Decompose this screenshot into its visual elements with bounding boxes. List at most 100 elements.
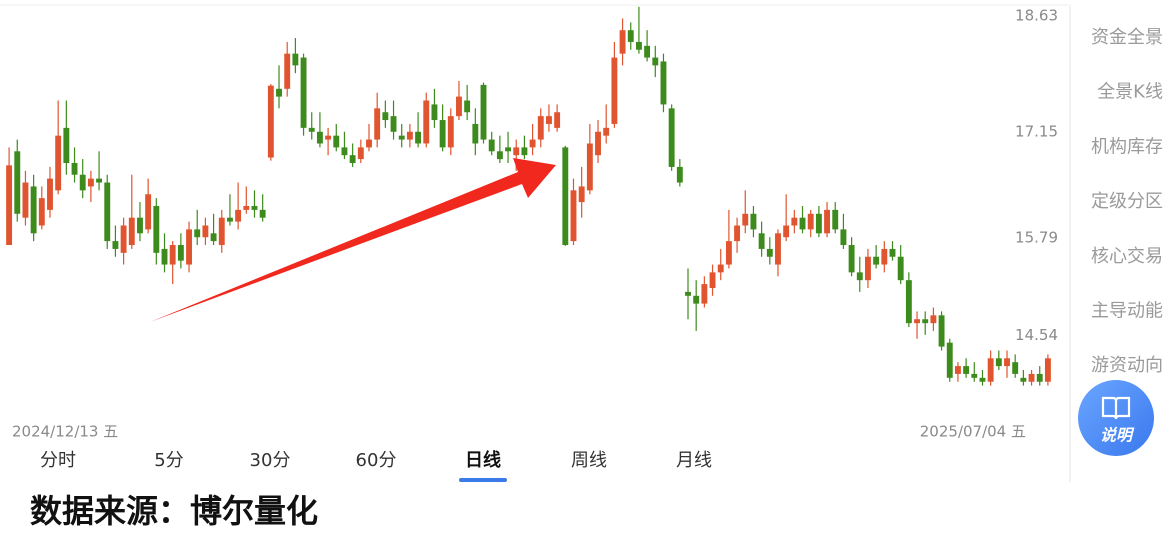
candle-body (382, 112, 389, 121)
sidebar-item[interactable]: 核心交易 (1091, 246, 1163, 267)
candle-body (807, 213, 814, 230)
candle-body (905, 280, 912, 324)
candle-body (775, 233, 781, 265)
candle-body (22, 182, 29, 218)
candle-body (1028, 373, 1035, 382)
candle-body (6, 165, 13, 246)
sidebar-item[interactable]: 游资动向 (1091, 355, 1163, 376)
candle-body (153, 205, 160, 253)
candle-body (333, 135, 340, 148)
candle-body (537, 116, 544, 140)
candle-body (30, 186, 37, 234)
tab[interactable]: 月线 (676, 450, 712, 471)
candle-body (693, 295, 700, 304)
candle-body (578, 186, 585, 203)
sidebar-item[interactable]: 定级分区 (1091, 191, 1163, 212)
candle-body (946, 342, 953, 378)
x-start-label: 2024/12/13 五 (12, 423, 118, 441)
sidebar-item[interactable]: 全景K线 (1097, 82, 1163, 103)
candle-body (652, 57, 659, 66)
tab[interactable]: 分时 (40, 450, 76, 471)
candle-body (987, 358, 994, 382)
candle-body (366, 139, 372, 148)
candle-body (349, 155, 356, 164)
help-label[interactable]: 说明 (1100, 426, 1135, 445)
candle-body (954, 366, 961, 374)
candle-body (145, 194, 152, 230)
candle-body (783, 225, 790, 238)
candle-body (120, 225, 127, 253)
candle-body (897, 256, 904, 281)
candle-body (472, 123, 479, 144)
candle-body (881, 248, 888, 265)
candle-body (341, 147, 348, 156)
candle-body (725, 241, 732, 265)
candle-body (96, 178, 103, 183)
candle-body (325, 135, 332, 140)
book-icon (1101, 396, 1131, 420)
help-button[interactable]: 说明 (1078, 380, 1154, 456)
candle-body (480, 84, 487, 140)
candle-body (374, 108, 381, 140)
tab[interactable]: 周线 (571, 450, 607, 471)
candle-body (717, 264, 724, 273)
candle-body (47, 178, 53, 210)
candle-body (815, 213, 822, 234)
candle-body (603, 127, 610, 136)
candle-body (210, 233, 217, 242)
candle-body (971, 373, 978, 378)
candle-body (840, 229, 847, 246)
sidebar-item[interactable]: 资金全景 (1091, 27, 1163, 48)
candle-body (128, 217, 135, 246)
candle-body (104, 182, 111, 242)
candle-body (938, 315, 945, 347)
y-tick-label: 18.63 (1015, 7, 1058, 25)
candle-body (676, 166, 683, 183)
candle-body (169, 245, 176, 265)
tab[interactable]: 日线 (465, 449, 501, 471)
candle-body (194, 229, 201, 238)
candle-body (161, 248, 168, 265)
tab[interactable]: 30分 (250, 450, 291, 471)
candle-body (554, 112, 561, 128)
candle-body (316, 131, 323, 144)
candle-body (357, 147, 364, 160)
candle-body (439, 120, 446, 148)
candle-body (496, 151, 503, 160)
y-tick-label: 14.54 (1015, 326, 1058, 344)
candle-body (595, 131, 601, 156)
candle-body (856, 272, 863, 281)
candle-body (38, 198, 45, 226)
candle-body (611, 57, 618, 124)
candles (6, 6, 1051, 386)
candle-body (505, 147, 511, 152)
candle-body (930, 315, 937, 324)
candle-body (848, 245, 855, 273)
candle-body (766, 248, 773, 257)
candle-body (701, 284, 708, 304)
candle-body (292, 53, 299, 66)
candle-body (284, 53, 291, 89)
candle-body (1012, 362, 1019, 374)
tab-underline (459, 478, 507, 482)
candle-body (14, 151, 21, 214)
candle-body (619, 30, 626, 54)
tab[interactable]: 5分 (154, 450, 183, 471)
candle-body (660, 61, 667, 105)
candle-body (186, 229, 192, 265)
candle-body (276, 88, 282, 97)
candle-body (300, 57, 307, 128)
candle-body (431, 104, 438, 121)
candle-body (529, 139, 536, 148)
sidebar-item[interactable]: 机构库存 (1091, 136, 1163, 157)
candle-body (824, 209, 831, 234)
tab[interactable]: 60分 (356, 450, 397, 471)
candle-body (235, 209, 242, 222)
sidebar-item[interactable]: 主导动能 (1091, 301, 1163, 322)
x-end-label: 2025/07/04 五 (920, 423, 1026, 441)
candle-body (685, 291, 691, 296)
candle-body (137, 217, 143, 234)
